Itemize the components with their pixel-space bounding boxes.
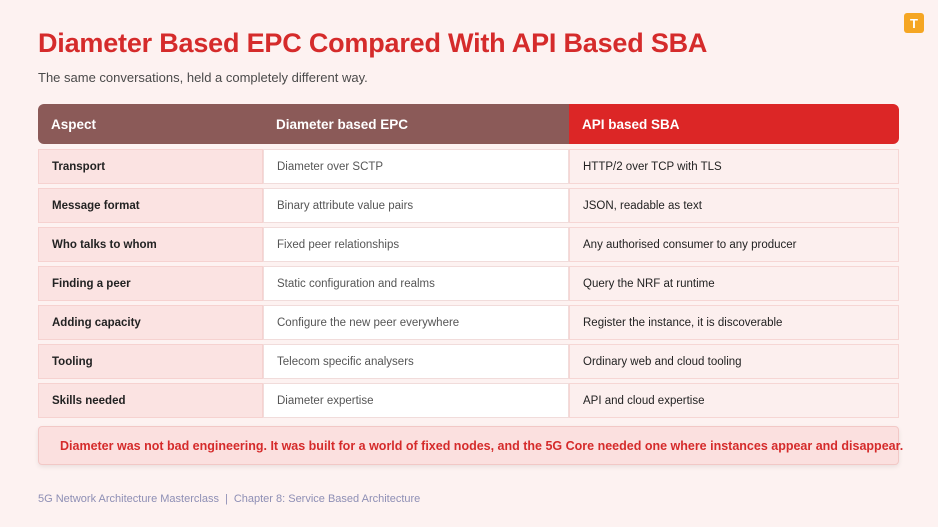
page-subtitle: The same conversations, held a completel… <box>38 70 368 85</box>
aspect-cell: Who talks to whom <box>38 227 263 262</box>
epc-cell: Diameter expertise <box>263 383 569 418</box>
sba-cell: Register the instance, it is discoverabl… <box>569 305 899 340</box>
aspect-cell: Transport <box>38 149 263 184</box>
callout-note: Diameter was not bad engineering. It was… <box>38 426 903 465</box>
table-header-row: Aspect Diameter based EPC API based SBA <box>38 104 899 144</box>
sba-cell: HTTP/2 over TCP with TLS <box>569 149 899 184</box>
header-api-sba: API based SBA <box>569 104 899 144</box>
epc-cell: Diameter over SCTP <box>263 149 569 184</box>
epc-cell: Fixed peer relationships <box>263 227 569 262</box>
table-row: Adding capacity Configure the new peer e… <box>38 305 899 340</box>
table-row: Tooling Telecom specific analysers Ordin… <box>38 344 899 379</box>
header-diameter-epc: Diameter based EPC <box>263 104 569 144</box>
sba-cell: Any authorised consumer to any producer <box>569 227 899 262</box>
aspect-cell: Skills needed <box>38 383 263 418</box>
footer-course: 5G Network Architecture Masterclass <box>38 493 219 505</box>
sba-cell: Query the NRF at runtime <box>569 266 899 301</box>
table-row: Who talks to whom Fixed peer relationshi… <box>38 227 899 262</box>
epc-cell: Static configuration and realms <box>263 266 569 301</box>
sba-cell: API and cloud expertise <box>569 383 899 418</box>
epc-cell: Telecom specific analysers <box>263 344 569 379</box>
footer-chapter: Chapter 8: Service Based Architecture <box>233 493 421 505</box>
aspect-cell: Message format <box>38 188 263 223</box>
table-row: Finding a peer Static configuration and … <box>38 266 899 301</box>
comparison-table: Aspect Diameter based EPC API based SBA … <box>38 104 899 422</box>
page-title: Diameter Based EPC Compared With API Bas… <box>38 28 708 58</box>
footer-separator: | <box>224 493 228 505</box>
sba-cell: JSON, readable as text <box>569 188 899 223</box>
table-row: Skills needed Diameter expertise API and… <box>38 383 899 418</box>
aspect-cell: Finding a peer <box>38 266 263 301</box>
header-aspect: Aspect <box>38 104 263 144</box>
epc-cell: Binary attribute value pairs <box>263 188 569 223</box>
brand-logo-icon: T <box>904 13 924 33</box>
footer: 5G Network Architecture Masterclass | Chap… <box>38 493 420 505</box>
aspect-cell: Tooling <box>38 344 263 379</box>
table-row: Message format Binary attribute value pa… <box>38 188 899 223</box>
epc-cell: Configure the new peer everywhere <box>263 305 569 340</box>
sba-cell: Ordinary web and cloud tooling <box>569 344 899 379</box>
table-row: Transport Diameter over SCTP HTTP/2 over… <box>38 149 899 184</box>
aspect-cell: Adding capacity <box>38 305 263 340</box>
